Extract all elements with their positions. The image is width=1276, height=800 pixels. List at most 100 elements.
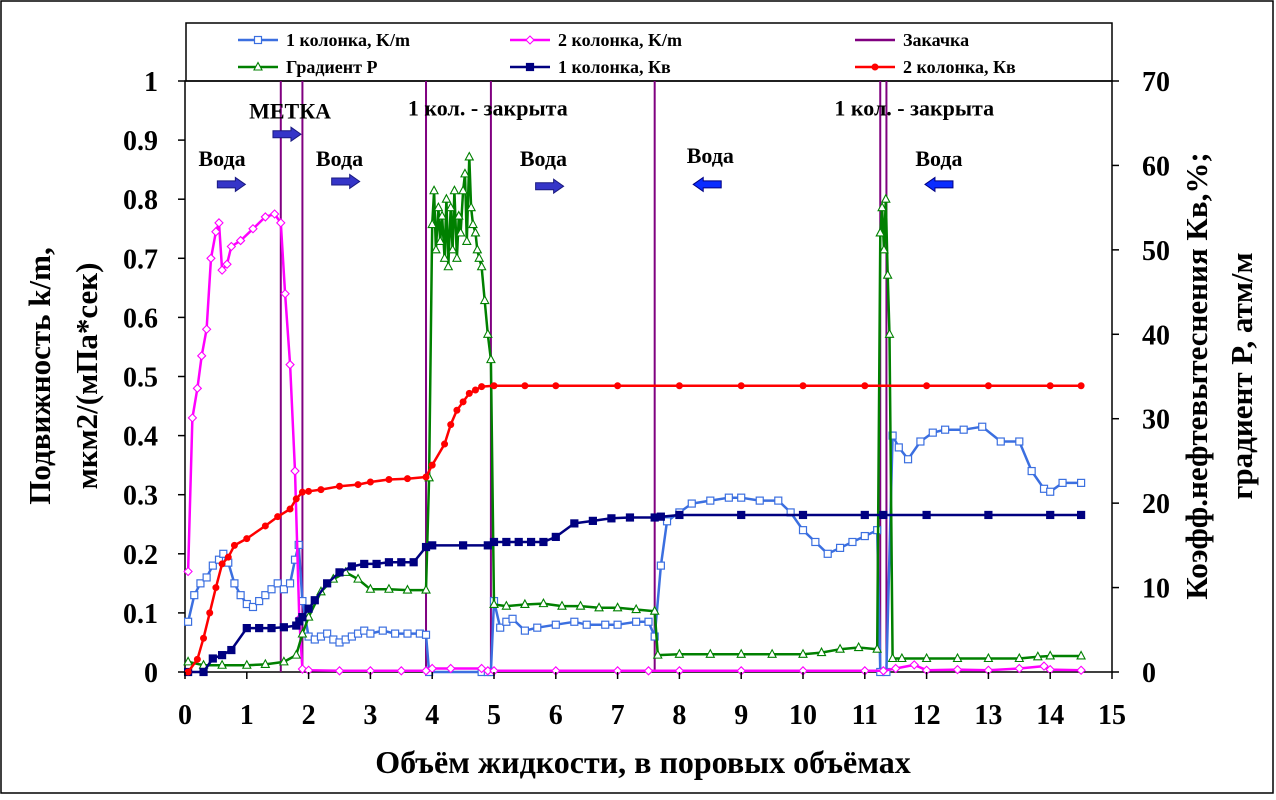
series-3-point-14 xyxy=(384,583,394,593)
y-axis-label-line2: мкм2/(мПа*сек) xyxy=(69,263,104,490)
series-3-point-46 xyxy=(489,598,499,609)
series-4-point-26 xyxy=(489,537,499,547)
series-5-point-24 xyxy=(447,421,455,429)
series-3-point-70 xyxy=(882,269,893,279)
series-3-point-56 xyxy=(652,649,663,659)
water-arrow-right-2 xyxy=(331,173,361,190)
series-0-point-70 xyxy=(860,531,869,541)
series-0-point-47 xyxy=(551,620,560,629)
series-1 xyxy=(183,209,1086,676)
series-3-point-13 xyxy=(365,583,376,593)
series-3-point-21 xyxy=(433,201,444,212)
legend-item-3: Градиент P xyxy=(238,57,378,77)
series-3-point-40 xyxy=(472,244,483,254)
series-3-point-66 xyxy=(875,227,886,237)
series-0-point-81 xyxy=(978,422,987,431)
series-0-point-3 xyxy=(202,573,211,582)
series-0-point-11 xyxy=(248,602,258,612)
series-5-point-35 xyxy=(737,382,745,390)
series-3-point-28 xyxy=(447,244,458,254)
x-tick-label-3: 3 xyxy=(363,700,377,731)
series-3-point-72 xyxy=(887,652,898,663)
series-3-point-75 xyxy=(952,652,963,663)
legend-label-0: 1 колонка, K/m xyxy=(286,30,410,50)
series-4-point-32 xyxy=(570,519,579,528)
series-4-point-43 xyxy=(922,510,931,520)
series-3-point-71 xyxy=(884,328,895,338)
series-1-point-8 xyxy=(217,265,227,275)
y2-axis-label-line1: Коэфф.нефтевытеснения Кв,%; xyxy=(1179,152,1214,599)
x-tick-label-9: 9 xyxy=(734,700,748,731)
series-0-point-69 xyxy=(848,537,857,547)
annotation-7: 1 кол. - закрыта xyxy=(834,96,994,121)
y-tick-label-4: 0.4 xyxy=(123,422,158,453)
series-0-point-45 xyxy=(520,626,530,635)
series-3-point-38 xyxy=(468,218,478,229)
series-0-point-1 xyxy=(190,591,199,600)
series-3-point-41 xyxy=(474,252,485,262)
series-5-point-4 xyxy=(212,584,220,592)
series-3-point-57 xyxy=(674,648,685,658)
x-tick-label-13: 13 xyxy=(974,700,1002,731)
y2-tick-label-0: 0 xyxy=(1142,658,1156,689)
series-5-point-10 xyxy=(274,513,282,521)
series-3-point-34 xyxy=(460,168,470,178)
series-5-point-14 xyxy=(305,487,313,495)
y2-tick-label-6: 60 xyxy=(1142,151,1170,182)
x-tick-label-0: 0 xyxy=(178,700,192,731)
series-3-point-74 xyxy=(921,652,932,663)
series-1-point-4 xyxy=(201,324,212,334)
series-4-point-6 xyxy=(255,623,264,633)
legend-label-3: Градиент P xyxy=(286,57,378,77)
series-1-point-22 xyxy=(334,666,345,676)
series-1-point-27 xyxy=(445,663,456,674)
series-0-point-56 xyxy=(662,517,672,526)
series-5-point-32 xyxy=(552,382,560,390)
legend-label-5: 2 колонка, Кв xyxy=(903,57,1016,77)
series-4-point-7 xyxy=(267,623,276,633)
series-3-point-55 xyxy=(649,605,660,615)
x-tick-label-14: 14 xyxy=(1036,700,1064,731)
y2-axis-label-line2: градиент P, атм/м xyxy=(1224,252,1259,499)
series-5-point-25 xyxy=(453,406,461,414)
x-tick-label-15: 15 xyxy=(1098,700,1126,731)
y2-tick-label-4: 40 xyxy=(1142,320,1170,351)
series-0-point-31 xyxy=(366,629,375,638)
series-4-point-5 xyxy=(242,623,251,633)
series-0-point-76 xyxy=(903,455,913,464)
series-4-point-33 xyxy=(588,516,597,525)
series-0-point-16 xyxy=(279,585,288,594)
series-0-point-13 xyxy=(261,591,270,600)
series-4-point-2 xyxy=(208,654,217,663)
series-3-point-19 xyxy=(429,185,439,195)
legend-label-1: 2 колонка, K/m xyxy=(558,30,682,50)
series-0-point-55 xyxy=(656,561,665,570)
series-3-point-44 xyxy=(482,328,493,338)
series-5-point-18 xyxy=(366,478,374,486)
series-0-point-0 xyxy=(183,617,193,626)
series-3-point-37 xyxy=(466,201,477,212)
series-4-point-4 xyxy=(227,645,236,655)
annotation-6: 1 кол. - закрыта xyxy=(408,96,568,121)
series-0-point-61 xyxy=(737,493,746,502)
water-arrow-right-1 xyxy=(272,126,302,143)
series-1-point-2 xyxy=(192,383,203,394)
series-4-point-24 xyxy=(459,541,468,550)
series-0-point-77 xyxy=(916,437,925,446)
series-3-point-3 xyxy=(241,659,252,669)
x-tick-label-2: 2 xyxy=(302,700,316,731)
series-4-point-38 xyxy=(675,510,684,520)
y2-tick-label-2: 20 xyxy=(1142,489,1170,520)
series-1-point-17 xyxy=(285,359,295,370)
legend-swatch-marker-5 xyxy=(871,63,879,71)
y-tick-label-0: 0 xyxy=(144,658,158,689)
series-5-point-2 xyxy=(200,634,208,642)
series-0-point-84 xyxy=(1027,466,1036,476)
series-0-point-6 xyxy=(219,549,228,558)
series-4-point-46 xyxy=(1076,510,1086,520)
series-3-point-20 xyxy=(430,244,441,254)
series-3-point-12 xyxy=(353,573,363,583)
series-0-point-36 xyxy=(421,630,431,639)
series-5-point-40 xyxy=(1046,382,1054,390)
